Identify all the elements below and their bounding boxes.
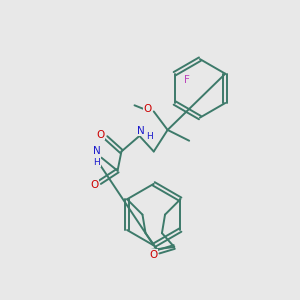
Text: N: N [93, 146, 100, 157]
Text: H: H [146, 132, 153, 141]
Text: O: O [143, 104, 152, 114]
Text: N: N [137, 126, 145, 136]
Text: N: N [150, 250, 158, 260]
Text: H: H [93, 158, 100, 167]
Text: O: O [90, 180, 99, 190]
Text: O: O [149, 250, 158, 260]
Text: F: F [184, 75, 190, 85]
Text: O: O [97, 130, 105, 140]
